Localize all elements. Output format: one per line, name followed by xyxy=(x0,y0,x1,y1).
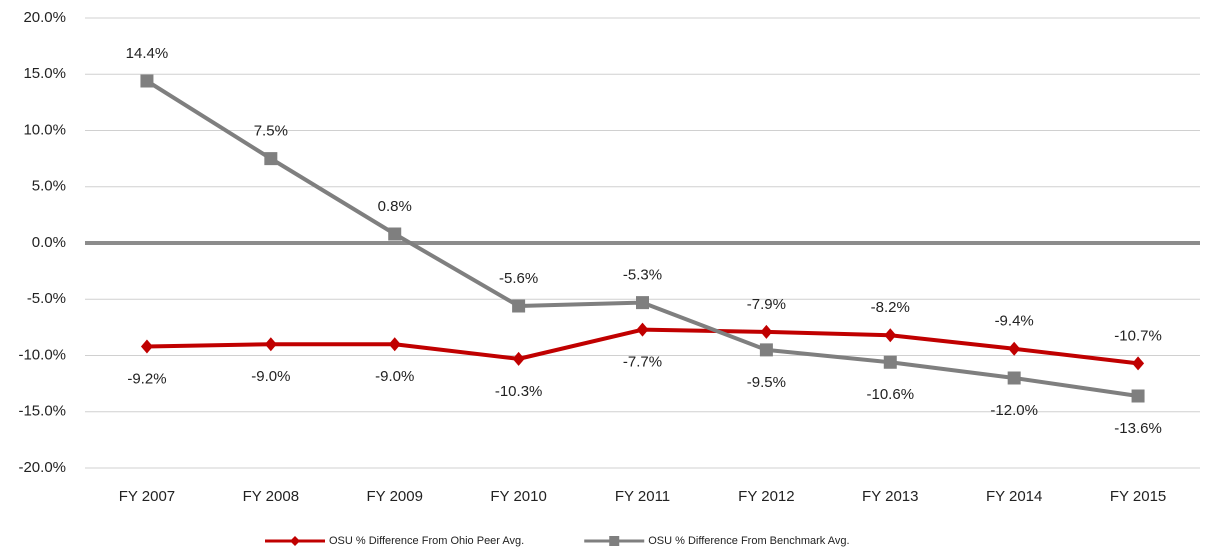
data-label: -9.5% xyxy=(747,374,786,391)
data-point xyxy=(759,343,773,357)
x-tick-label: FY 2008 xyxy=(243,488,299,505)
legend-label: OSU % Difference From Ohio Peer Avg. xyxy=(329,535,524,547)
data-label: -10.6% xyxy=(867,386,915,403)
data-label: -7.9% xyxy=(747,296,786,313)
data-label: -9.2% xyxy=(127,370,166,387)
y-tick-label: 20.0% xyxy=(23,9,66,26)
legend-label: OSU % Difference From Benchmark Avg. xyxy=(648,535,849,547)
y-tick-label: -5.0% xyxy=(27,290,66,307)
x-tick-label: FY 2009 xyxy=(367,488,423,505)
data-label: -9.0% xyxy=(375,368,414,385)
data-label: -5.3% xyxy=(623,267,662,284)
data-label: 0.8% xyxy=(378,198,412,215)
y-tick-label: 10.0% xyxy=(23,121,66,138)
x-tick-label: FY 2010 xyxy=(490,488,546,505)
y-tick-label: -15.0% xyxy=(18,403,66,420)
data-point xyxy=(636,296,649,310)
data-point xyxy=(140,74,154,88)
y-tick-label: 0.0% xyxy=(32,234,66,251)
data-point xyxy=(1131,389,1145,403)
data-label: 14.4% xyxy=(126,45,169,62)
data-label: -10.7% xyxy=(1114,327,1162,344)
x-tick-label: FY 2015 xyxy=(1110,488,1166,505)
data-point xyxy=(760,324,773,339)
x-tick-label: FY 2012 xyxy=(738,488,794,505)
data-point xyxy=(512,351,525,366)
y-tick-label: 5.0% xyxy=(32,178,66,195)
data-label: -8.2% xyxy=(871,299,910,316)
y-tick-label: 15.0% xyxy=(23,65,66,82)
data-point xyxy=(388,227,402,241)
y-tick-label: -10.0% xyxy=(18,346,66,363)
series-line xyxy=(145,79,1139,398)
data-label: 7.5% xyxy=(254,123,288,140)
data-point xyxy=(884,328,897,343)
data-point xyxy=(264,152,278,166)
data-label: -13.6% xyxy=(1114,420,1162,437)
data-point xyxy=(140,339,153,354)
legend-marker xyxy=(609,536,620,546)
x-tick-label: FY 2013 xyxy=(862,488,918,505)
legend-marker xyxy=(290,536,300,546)
data-point xyxy=(1008,341,1021,356)
data-point xyxy=(388,337,401,352)
data-point xyxy=(1132,356,1145,371)
data-label: -10.3% xyxy=(495,383,543,400)
data-label: -12.0% xyxy=(990,402,1038,419)
x-tick-label: FY 2007 xyxy=(119,488,175,505)
data-point xyxy=(636,322,649,337)
data-point xyxy=(512,299,526,313)
x-tick-label: FY 2011 xyxy=(615,488,670,505)
data-label: -9.4% xyxy=(995,313,1034,330)
data-point xyxy=(883,355,897,369)
data-label: -7.7% xyxy=(623,354,662,371)
data-point xyxy=(264,337,277,352)
y-tick-label: -20.0% xyxy=(18,459,66,476)
data-point xyxy=(1007,371,1021,385)
data-label: -9.0% xyxy=(251,368,290,385)
data-label: -5.6% xyxy=(499,270,538,287)
x-tick-label: FY 2014 xyxy=(986,488,1042,505)
